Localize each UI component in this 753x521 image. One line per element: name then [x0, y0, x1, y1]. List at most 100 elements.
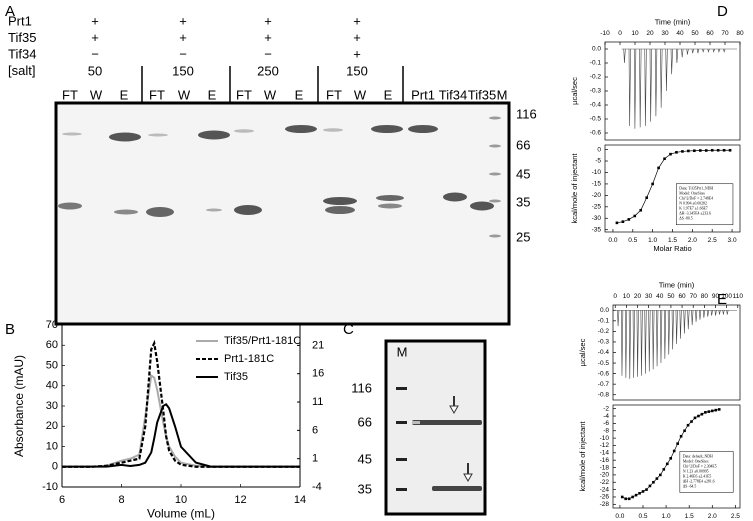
marker-label: 116	[516, 106, 537, 121]
injection-peak	[717, 48, 721, 53]
injection-peak	[722, 310, 725, 315]
x-tick-label: 2.0	[688, 237, 697, 244]
sign: +	[264, 30, 272, 45]
marker-label: 66	[358, 414, 372, 429]
inset-text: Model: OneSites	[679, 192, 705, 196]
injection-peak	[671, 310, 674, 350]
injection-peak	[686, 48, 689, 55]
x-tick-label: 70	[721, 30, 729, 37]
gel-a-bands	[58, 116, 501, 238]
x-tick-label: 1.0	[648, 237, 657, 244]
sign: +	[179, 30, 187, 45]
x-tick-label: 80	[736, 30, 744, 37]
x-axis-label: Volume (mL)	[147, 506, 215, 520]
y-tick-label: 40	[46, 380, 58, 392]
x-tick-label: 12	[234, 494, 246, 506]
injection-peak	[714, 310, 717, 316]
inset-text: Model: OneSites	[683, 459, 709, 463]
sign: +	[353, 46, 361, 61]
y2-tick-label: -4	[312, 481, 322, 493]
data-point	[663, 157, 666, 161]
y-tick-label: 60	[46, 339, 58, 351]
x-tick-label: 20	[634, 293, 642, 300]
x-tick-label: 10	[631, 30, 639, 37]
y-tick-label: 70	[46, 319, 58, 331]
x-tick-label: 40	[676, 30, 684, 37]
injection-peak	[654, 48, 658, 117]
inset-text: ΔS -64.5	[683, 484, 697, 488]
y-tick-label: -6	[603, 420, 609, 427]
lane-label: W	[90, 87, 103, 102]
x-tick-label: 60	[706, 30, 714, 37]
injection-peak	[702, 310, 706, 318]
x-tick-label: 100	[721, 293, 732, 300]
marker-label: 66	[516, 137, 530, 152]
y-tick-label: -0.4	[598, 349, 610, 356]
x-tick-label: 30	[645, 293, 653, 300]
injection-peak	[644, 310, 647, 374]
y-tick-label: 0.0	[600, 307, 609, 314]
series-line	[62, 339, 300, 468]
injection-peak	[644, 48, 647, 127]
data-point	[697, 414, 700, 418]
injection-peak	[726, 310, 729, 315]
sign: +	[353, 13, 361, 28]
x-tick-label: 3.0	[728, 237, 737, 244]
x-tick-label: 0	[613, 293, 617, 300]
x-tick-label: 2.5	[731, 513, 740, 520]
data-point	[627, 218, 631, 221]
y-tick-label: -30	[592, 215, 602, 222]
y-axis-label: kcal/mole of injectant	[570, 153, 579, 224]
lane-label: M	[497, 87, 508, 102]
y-tick-label: -10	[42, 481, 58, 493]
gel-c-bands	[396, 387, 482, 491]
injection-peak	[691, 48, 694, 54]
injection-peak	[665, 48, 668, 92]
y-tick-label: -16	[600, 457, 610, 464]
injection-peak	[675, 310, 678, 345]
data-point	[716, 148, 720, 152]
data-point	[698, 149, 702, 152]
y-axis-label: Absorbance (mAU)	[12, 355, 26, 457]
lane-label: FT	[62, 87, 78, 102]
x-tick-label: 2.5	[708, 237, 717, 244]
injection-peak	[660, 310, 663, 364]
sign: +	[91, 13, 99, 28]
panel-label: D	[717, 3, 728, 20]
lane-label: FT	[236, 87, 252, 102]
x-tick-label: 20	[646, 30, 654, 37]
y-tick-label: 10	[46, 440, 58, 452]
y-tick-label: -2	[603, 405, 609, 412]
x-tick-label: 90	[712, 293, 720, 300]
data-point	[627, 497, 631, 501]
x-tick-label: 30	[661, 30, 669, 37]
lane-label: FT	[149, 87, 165, 102]
lane-label: E	[384, 87, 393, 102]
data-point	[683, 429, 686, 433]
salt: 250	[257, 63, 279, 78]
injection-peak	[670, 48, 673, 75]
y2-tick-label: 1	[312, 453, 318, 465]
data-point	[651, 182, 654, 186]
data-point	[621, 220, 625, 223]
panel-label: B	[5, 321, 15, 338]
data-point	[638, 491, 641, 495]
data-point	[722, 148, 726, 152]
inset-text: Data: default_NDH	[683, 454, 713, 458]
x-tick-label: 40	[656, 293, 664, 300]
y-tick-label: -0.4	[590, 102, 602, 109]
marker-label: 45	[516, 166, 530, 181]
lane-label: E	[120, 87, 129, 102]
marker-label: 25	[516, 229, 530, 244]
data-point	[669, 457, 673, 460]
y-tick-label: -0.2	[590, 74, 602, 81]
injection-peak	[691, 310, 694, 326]
injection-peak	[621, 310, 624, 376]
y-tick-label: -25	[592, 204, 602, 211]
data-point	[669, 152, 672, 156]
y-tick-label: -24	[600, 486, 610, 493]
y-tick-label: -10	[600, 435, 610, 442]
legend-label: Tif35/Prt1-181C	[224, 335, 301, 347]
injection-peak	[632, 310, 635, 378]
inset-text: K 1.97E7 ±1.66E7	[679, 207, 708, 211]
